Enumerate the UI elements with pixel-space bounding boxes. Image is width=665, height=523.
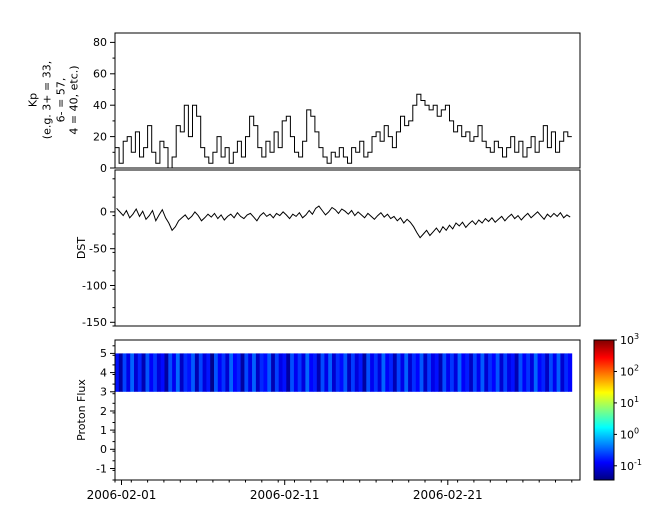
colorbar-tick-label: 101 xyxy=(620,395,639,410)
x-tick-label: 2006-02-11 xyxy=(250,488,320,502)
kp-ytick-label: 80 xyxy=(93,36,107,49)
colorbar-tick-label: 102 xyxy=(620,364,639,379)
dst-ytick-label: 0 xyxy=(100,206,107,219)
proton-flux-panel: -1 0 1 2 3 4 5 xyxy=(96,339,581,481)
x-axis: 2006-02-01 2006-02-11 2006-02-21 xyxy=(87,480,573,502)
kp-ytick-label: 60 xyxy=(93,68,107,81)
proton-flux-ytick-label: -1 xyxy=(96,462,107,475)
colorbar: 10-1 100 101 102 103 xyxy=(593,332,642,481)
proton-flux-band xyxy=(115,353,573,392)
dst-ytick-label: -150 xyxy=(82,316,107,329)
kp-axis-label: Kp (e.g. 3+ = 33, 6- = 57, 4 = 40, etc.) xyxy=(26,60,81,140)
dst-axis-label: DST xyxy=(75,236,89,260)
proton-flux-ytick-label: 4 xyxy=(100,366,107,379)
dst-line xyxy=(116,205,571,239)
proton-flux-ytick-label: 2 xyxy=(100,405,107,418)
kp-frame xyxy=(114,32,581,169)
colorbar-tick-label: 103 xyxy=(620,332,639,347)
kp-ytick-label: 40 xyxy=(93,99,107,112)
proton-flux-axis-label: Proton Flux xyxy=(75,379,89,441)
proton-flux-frame xyxy=(114,339,581,481)
kp-panel: 0 20 40 60 80 xyxy=(93,32,581,175)
proton-flux-ytick-label: 1 xyxy=(100,424,107,437)
kp-ytick-label: 0 xyxy=(100,162,107,175)
colorbar-tick-label: 10-1 xyxy=(620,458,642,473)
colorbar-bar xyxy=(594,340,614,480)
proton-flux-ytick-label: 3 xyxy=(100,386,107,399)
x-tick-label: 2006-02-21 xyxy=(413,488,483,502)
dst-frame xyxy=(114,169,581,327)
dst-ytick-label: -100 xyxy=(82,279,107,292)
x-tick-label: 2006-02-01 xyxy=(87,488,157,502)
dst-panel: 0 -50 -100 -150 xyxy=(82,169,581,329)
colorbar-tick-label: 100 xyxy=(620,426,639,441)
proton-flux-ytick-label: 5 xyxy=(100,347,107,360)
kp-line xyxy=(115,93,572,169)
kp-ytick-label: 20 xyxy=(93,130,107,143)
dst-ytick-label: -50 xyxy=(89,243,107,256)
proton-flux-ytick-label: 0 xyxy=(100,443,107,456)
